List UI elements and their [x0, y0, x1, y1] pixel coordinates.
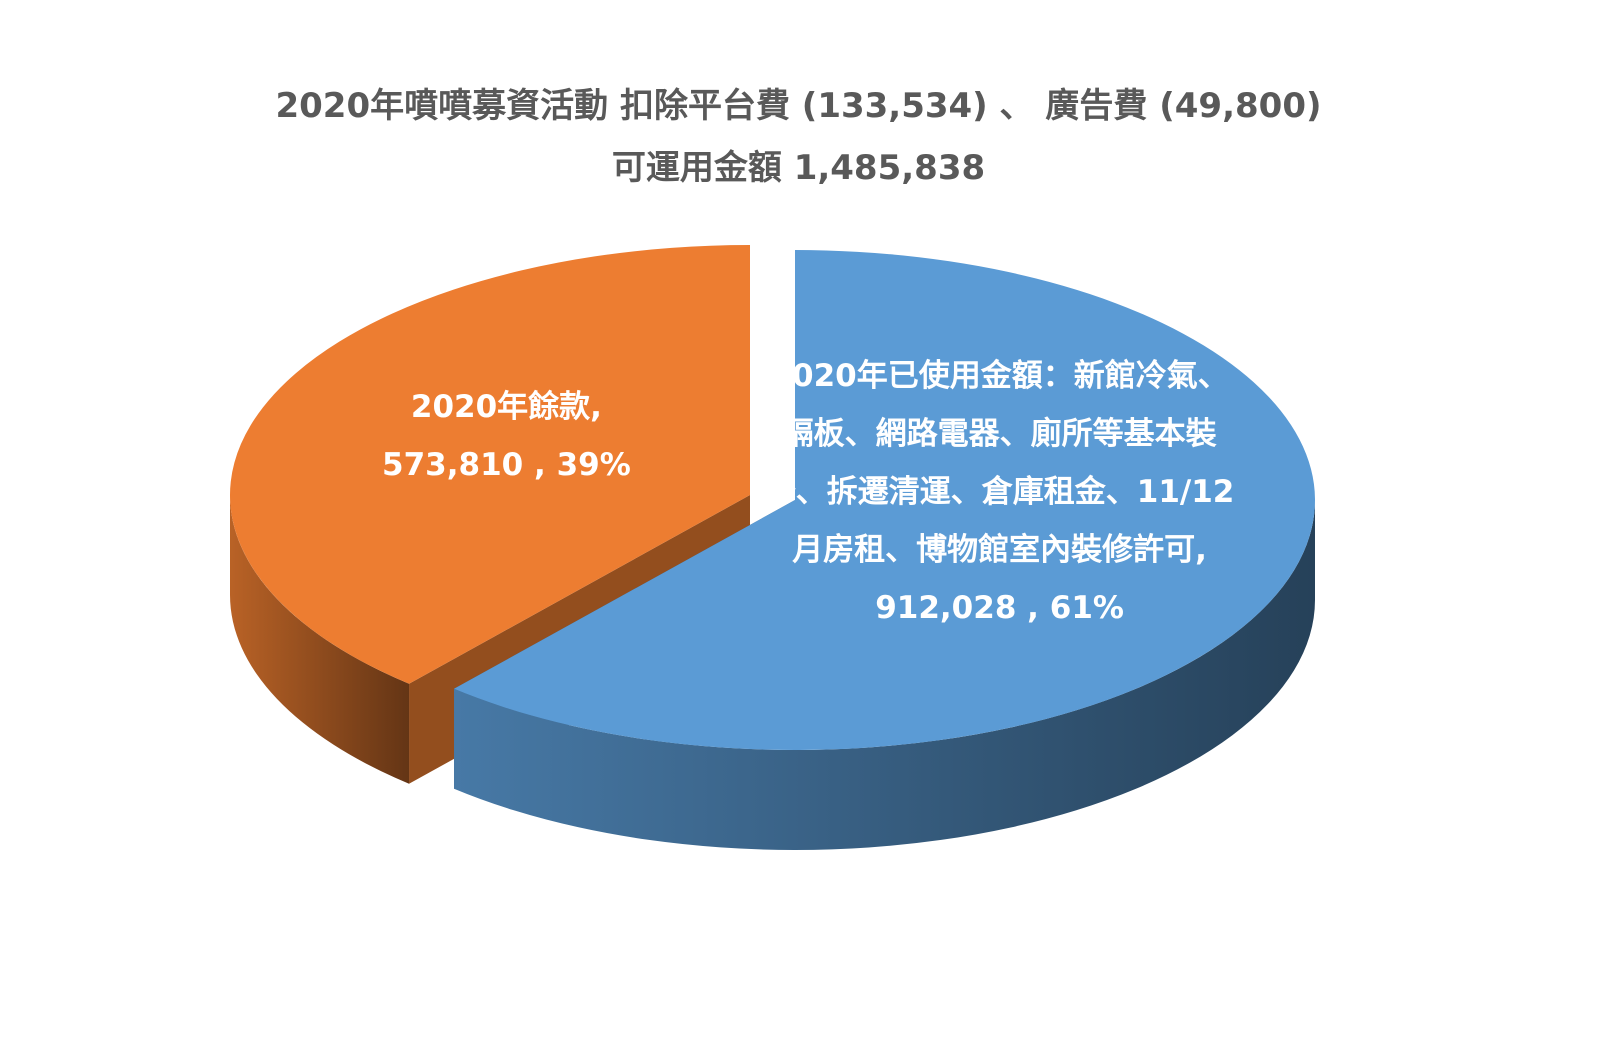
slice-side	[230, 495, 410, 784]
data-label: 2020年已使用金額：新館冷氣、隔板、網路電器、廁所等基本裝修、拆遷清運、倉庫租…	[765, 347, 1235, 637]
data-label: 2020年餘款, 573,810 , 39%	[376, 378, 636, 494]
value-label: 573,810 , 39%	[382, 447, 631, 484]
category-label: 2020年餘款,	[410, 389, 602, 426]
slice-side	[454, 500, 1315, 850]
slice	[454, 250, 1315, 751]
slice	[229, 245, 750, 684]
value-label: 912,028 , 61%	[875, 589, 1124, 626]
chart-title: 2020年噴噴募資活動 扣除平台費 (133,534) 、 廣告費 (49,80…	[275, 86, 1322, 126]
chart-subtitle: 可運用金額 1,485,838	[611, 148, 986, 188]
category-label: 2020年已使用金額：新館冷氣、隔板、網路電器、廁所等基本裝修、拆遷清運、倉庫租…	[764, 357, 1235, 568]
